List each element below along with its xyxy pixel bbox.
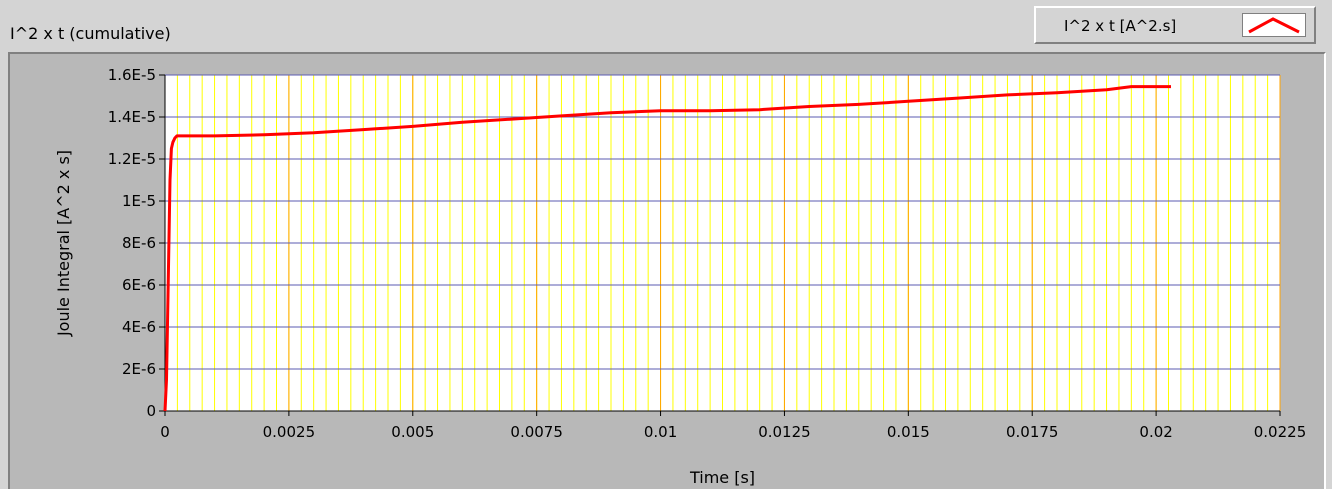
x-axis-label: Time [s] <box>689 468 755 487</box>
y-tick-label: 1.6E-5 <box>108 66 156 84</box>
x-tick-label: 0.015 <box>887 423 930 441</box>
x-tick-label: 0.0125 <box>758 423 811 441</box>
x-tick-label: 0.0225 <box>1254 423 1307 441</box>
y-tick-label: 4E-6 <box>122 318 156 336</box>
y-tick-label: 1.4E-5 <box>108 108 156 126</box>
y-tick-label: 8E-6 <box>122 234 156 252</box>
x-tick-label: 0.02 <box>1139 423 1172 441</box>
y-axis-label: Joule Integral [A^2 x s] <box>54 150 73 337</box>
x-tick-label: 0.0075 <box>510 423 563 441</box>
y-tick-label: 1E-5 <box>122 192 156 210</box>
x-tick-label: 0.0175 <box>1006 423 1059 441</box>
y-tick-label: 6E-6 <box>122 276 156 294</box>
y-tick-label: 2E-6 <box>122 360 156 378</box>
x-tick-label: 0.0025 <box>263 423 316 441</box>
x-tick-label: 0.005 <box>391 423 434 441</box>
x-tick-label: 0.01 <box>644 423 677 441</box>
y-tick-label: 1.2E-5 <box>108 150 156 168</box>
x-tick-label: 0 <box>160 423 170 441</box>
y-tick-label: 0 <box>146 402 156 420</box>
